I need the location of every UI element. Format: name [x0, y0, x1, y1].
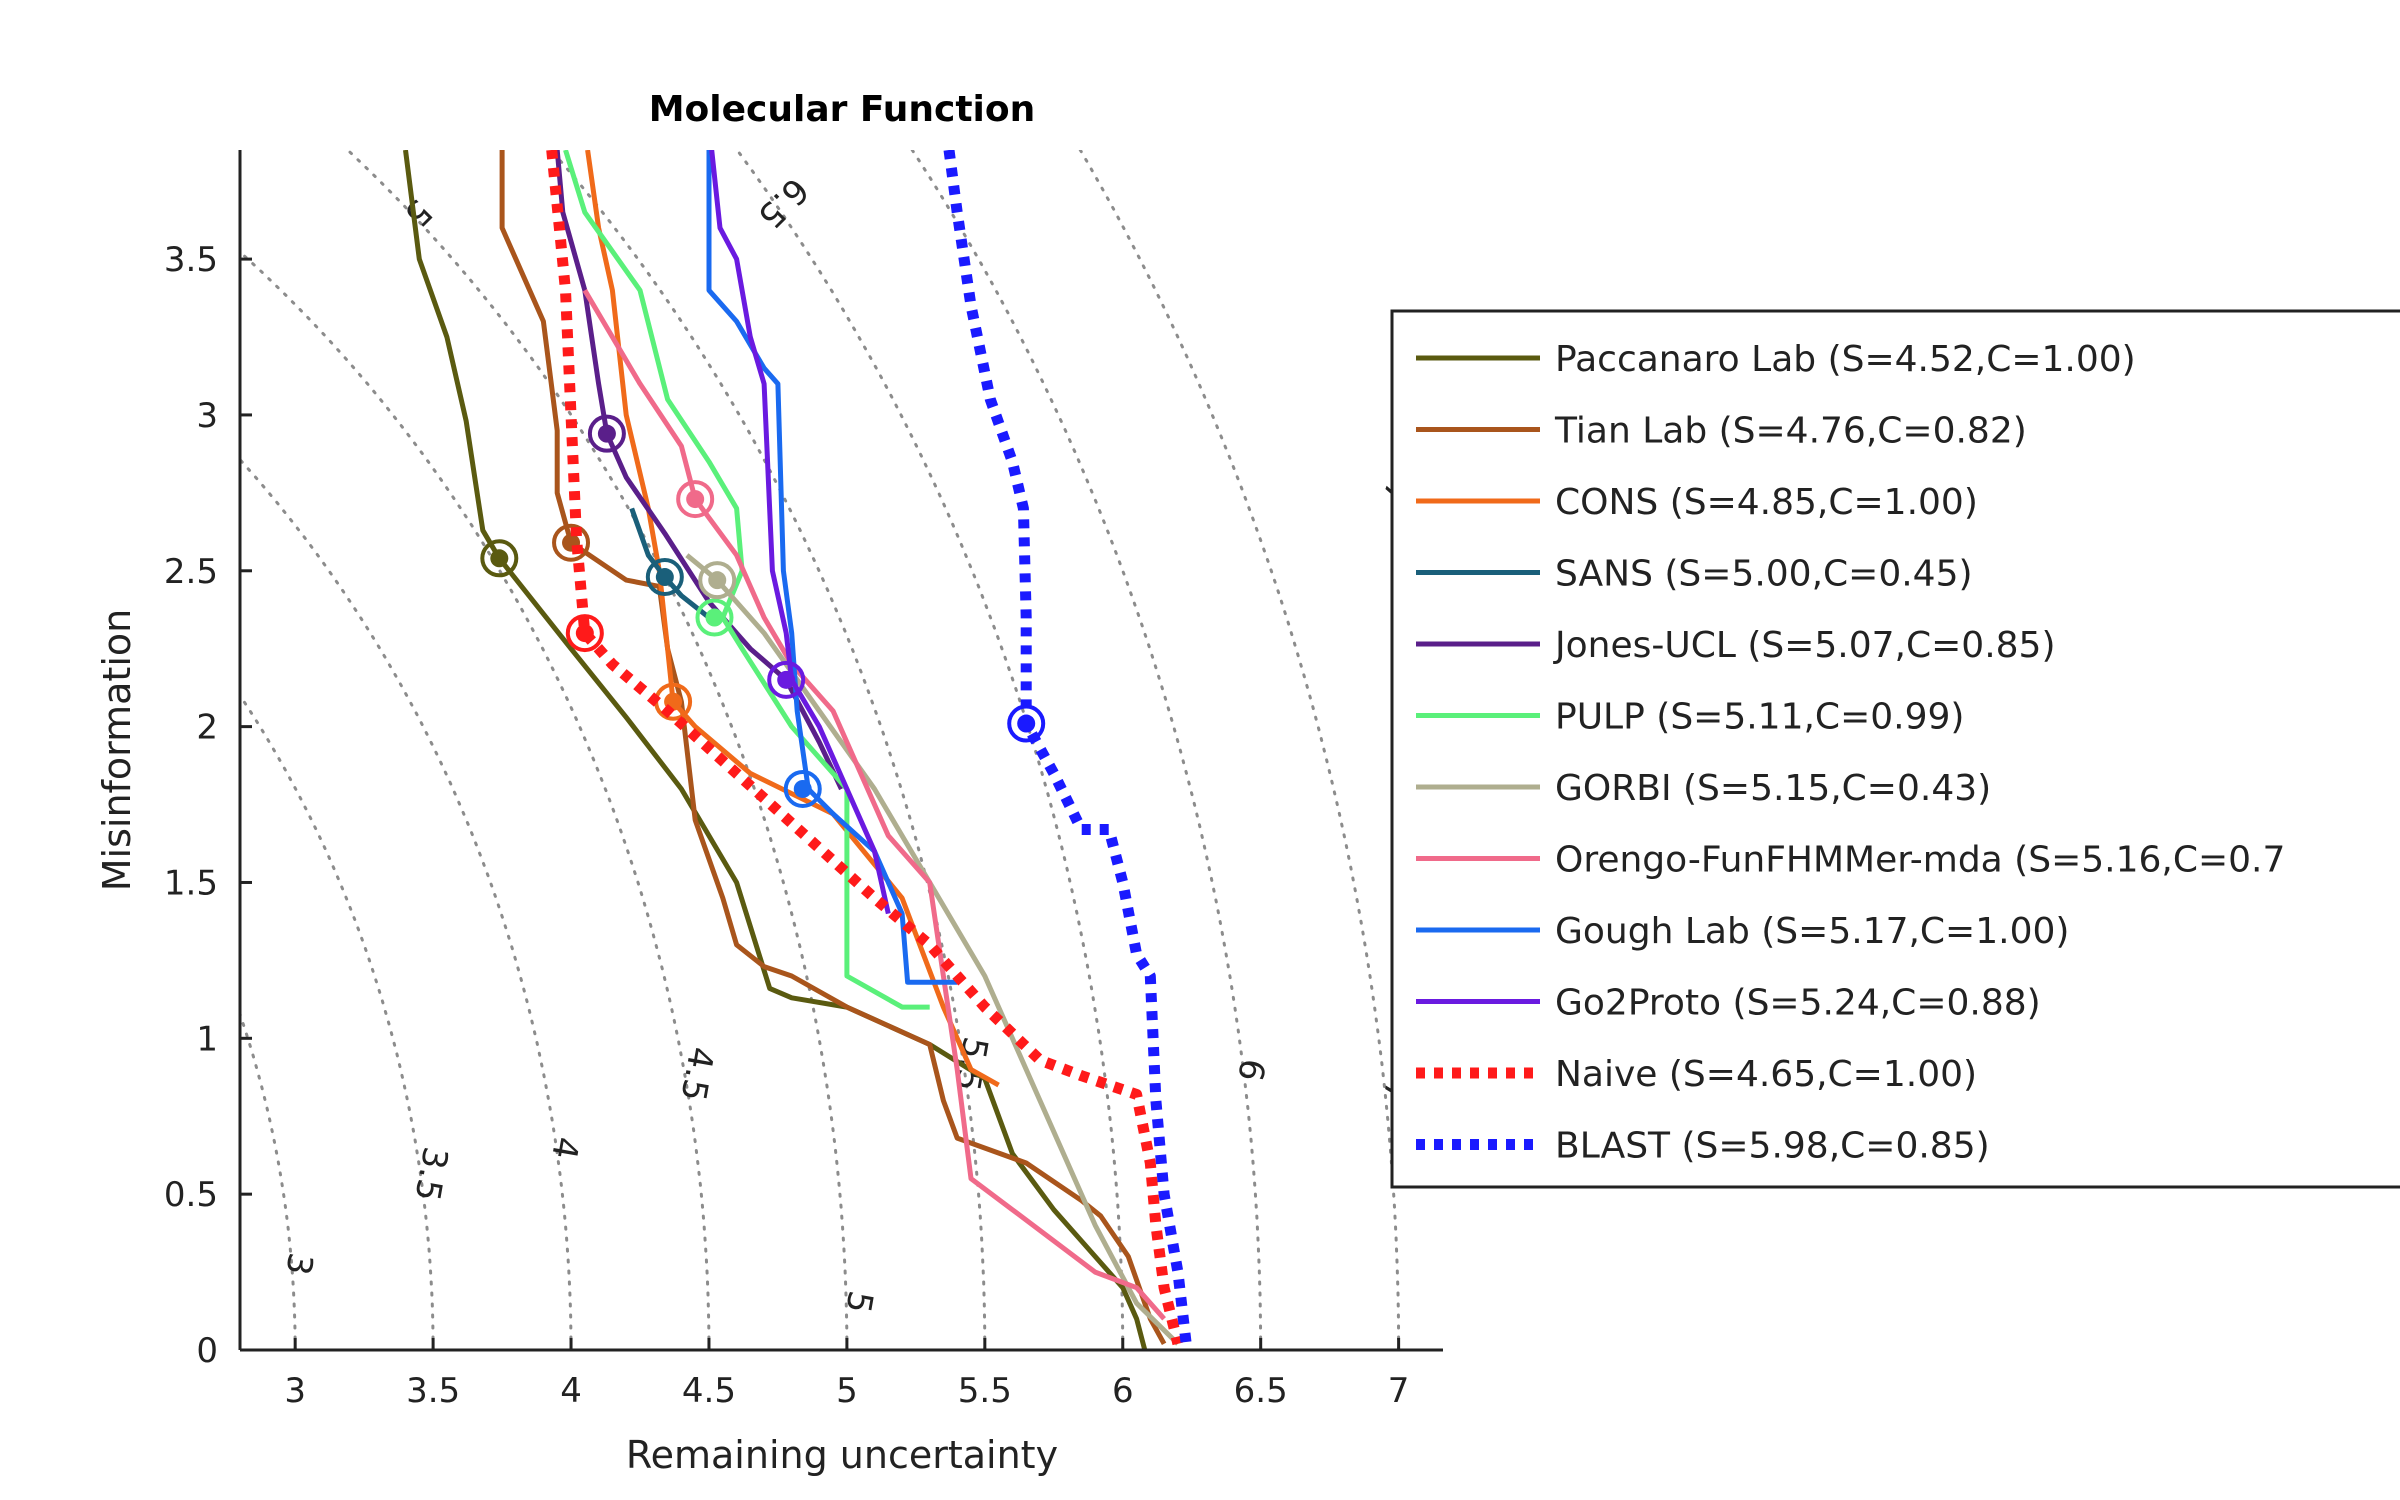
series-line-2: [499, 150, 1167, 1346]
series-line-9: [706, 150, 958, 985]
y-tick-label: 0.5: [164, 1175, 218, 1215]
iso-label: 4.5: [672, 1044, 721, 1104]
x-tick-label: 6.5: [1234, 1371, 1288, 1411]
series-marker-ring-2: [552, 523, 591, 562]
iso-curve-7: [1078, 150, 1401, 1350]
legend-label-2: Tian Lab (S=4.76,C=0.82): [1554, 411, 2027, 452]
iso-curve-5-5: [549, 150, 987, 1350]
x-tick-label: 3.5: [406, 1371, 460, 1411]
legend-label-4: SANS (S=5.00,C=0.45): [1555, 554, 1973, 595]
series-line-11: [546, 150, 1184, 1346]
series-layer: [403, 150, 1192, 1350]
iso-label: 3: [277, 1250, 320, 1278]
series-marker-ring-12: [1007, 704, 1046, 743]
iso-label: 6: [1229, 1056, 1272, 1084]
series-marker-6: [705, 608, 724, 627]
x-tick-label: 4: [560, 1371, 582, 1411]
series-marker-11: [575, 624, 594, 643]
series-marker-4: [655, 568, 674, 587]
legend-label-5: Jones-UCL (S=5.07,C=0.85): [1553, 625, 2056, 666]
x-tick-label: 3: [284, 1371, 306, 1411]
x-tick-label: 7: [1388, 1371, 1410, 1411]
series-marker-ring-9: [783, 769, 822, 808]
iso-curve-4-5: [240, 250, 711, 1350]
series-marker-7: [708, 571, 727, 590]
y-tick-label: 1: [196, 1019, 218, 1059]
legend-label-3: CONS (S=4.85,C=1.00): [1555, 482, 1978, 523]
legend-box: [1390, 309, 2400, 1189]
legend-label-9: Gough Lab (S=5.17,C=1.00): [1555, 911, 2069, 952]
y-tick-label: 1.5: [164, 863, 218, 903]
series-marker-ring-7: [698, 561, 737, 600]
x-axis-label: Remaining uncertainty: [626, 1433, 1058, 1477]
legend-label-11: Naive (S=4.65,C=1.00): [1555, 1054, 1977, 1095]
iso-label: 5: [837, 1288, 880, 1316]
axes: 3 3.5 4 4.5 5 5.5 6 6.5 7 0 0.5 1 1.5 2 2.5 3 3.5: [164, 150, 1443, 1411]
iso-curve-5: [345, 150, 849, 1350]
iso-label: 3.5: [406, 1144, 455, 1204]
legend-label-12: BLAST (S=5.98,C=0.85): [1555, 1126, 1990, 1167]
series-line-5: [554, 150, 844, 791]
legend-label-8: Orengo-FunFHMMer-mda (S=5.16,C=0.7: [1555, 840, 2285, 881]
series-marker-ring-1: [480, 539, 519, 578]
iso-curve-4: [240, 457, 573, 1350]
y-tick-label: 2: [196, 708, 218, 748]
legend-label-7: GORBI (S=5.15,C=0.43): [1555, 768, 1991, 809]
series-marker-5: [597, 424, 616, 443]
x-tick-label: 5.5: [958, 1371, 1012, 1411]
series-marker-8: [686, 490, 705, 509]
series-line-12: [943, 150, 1192, 1345]
y-tick-label: 3: [196, 396, 218, 436]
iso-curve-3: [240, 1009, 297, 1350]
y-tick-label: 0: [196, 1331, 218, 1371]
iso-label: 4: [543, 1134, 586, 1162]
x-tick-label: 4.5: [682, 1371, 736, 1411]
x-tick-label: 6: [1112, 1371, 1134, 1411]
series-marker-ring-10: [767, 660, 806, 699]
chart-title: Molecular Function: [649, 89, 1036, 130]
series-marker-ring-4: [645, 558, 684, 597]
series-marker-1: [490, 549, 509, 568]
iso-curve-6-5: [910, 150, 1263, 1350]
iso-curve-3-5: [240, 692, 435, 1350]
series-marker-ring-5: [587, 414, 626, 453]
y-axis-label: Misinformation: [95, 609, 139, 891]
y-tick-label: 3.5: [164, 240, 218, 280]
legend: Paccanaro Lab (S=4.52,C=1.00) Tian Lab (S…: [1390, 309, 2400, 1189]
series-marker-12: [1017, 714, 1036, 733]
series-marker-10: [777, 670, 796, 689]
series-marker-ring-6: [695, 598, 734, 637]
series-marker-ring-8: [676, 480, 715, 519]
series-line-8: [582, 289, 1166, 1321]
y-tick-label: 2.5: [164, 552, 218, 592]
legend-label-10: Go2Proto (S=5.24,C=0.88): [1555, 983, 2041, 1024]
iso-curves: [240, 150, 1401, 1350]
legend-label-6: PULP (S=5.11,C=0.99): [1555, 697, 1964, 738]
series-line-10: [709, 150, 891, 915]
legend-label-1: Paccanaro Lab (S=4.52,C=1.00): [1555, 339, 2136, 380]
series-marker-9: [793, 779, 812, 798]
x-tick-label: 5: [836, 1371, 858, 1411]
series-marker-ring-11: [565, 614, 604, 653]
series-line-1: [403, 150, 1148, 1350]
